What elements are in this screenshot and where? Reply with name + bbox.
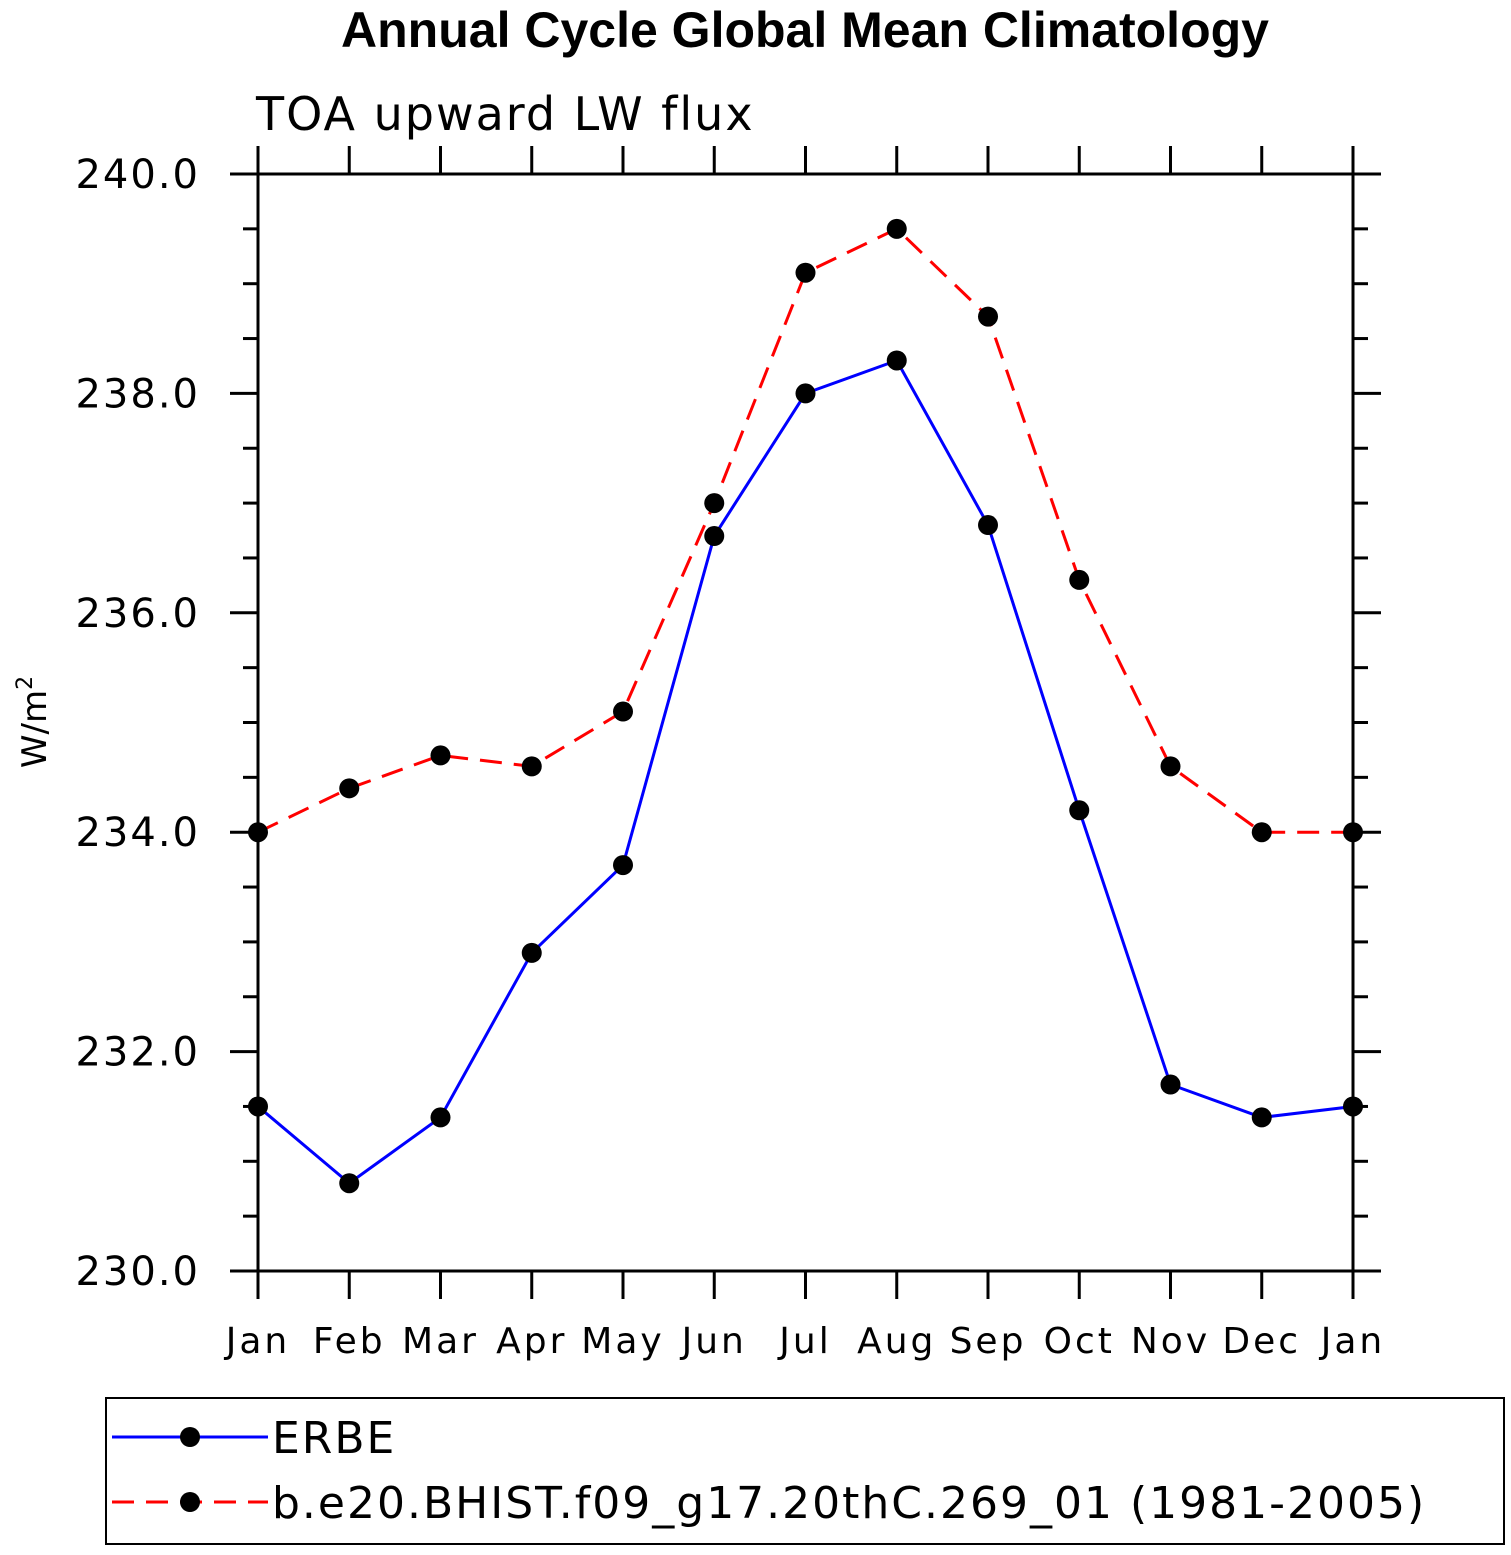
y-axis-label-superscript: 2 [13,676,38,690]
erbe-data-point [1343,1096,1363,1117]
model-data-point [1069,569,1090,590]
x-tick-label: Oct [1044,1321,1115,1362]
erbe-data-point [613,855,633,876]
x-tick-label: Jul [777,1321,831,1362]
model-data-point [795,262,816,283]
legend: ERBE b.e20.BHIST.f09_g17.20thC.269_01 (19… [105,1397,1505,1545]
erbe-data-point [1069,800,1090,821]
y-tick-label: 232.0 [75,1030,200,1076]
model-data-point [613,701,633,722]
y-tick-label: 236.0 [75,591,200,637]
y-tick-label: 238.0 [75,371,200,417]
erbe-data-point [248,1096,268,1117]
model-data-point [704,493,725,514]
model-data-point [978,306,998,327]
model-data-point [1343,822,1363,843]
y-tick-label: 240.0 [75,152,200,198]
legend-model-label: b.e20.BHIST.f09_g17.20thC.269_01 (1981-2… [272,1478,1426,1529]
model-data-point [248,822,268,843]
x-tick-label: Jan [1319,1321,1386,1362]
x-tick-label: Sep [950,1321,1027,1362]
legend-erbe-marker [180,1427,200,1447]
plot-area: 230.0 232.0 234.0 236.0 238.0 240.0 Jan Feb Mar A… [75,146,1386,1362]
erbe-data-point [704,526,725,547]
model-data-point [1251,822,1272,843]
erbe-data-point [886,350,907,371]
x-tick-label: May [581,1321,664,1362]
x-tick-label: Nov [1131,1321,1210,1362]
x-tick-label: Dec [1222,1321,1301,1362]
x-tick-label: Feb [313,1321,386,1362]
x-tick-label: Jun [680,1321,747,1362]
y-axis-label-unit: W/m [15,690,55,768]
erbe-data-point [521,942,542,963]
x-tick-label: Mar [402,1321,479,1362]
x-tick-label: Jan [224,1321,291,1362]
legend-box [105,1397,1505,1545]
erbe-data-point [430,1107,451,1128]
x-tick-label: Aug [857,1321,936,1362]
model-data-point [886,218,907,239]
model-data-point [521,756,542,777]
y-axis-label: W/m2 [13,676,55,768]
y-tick-label: 234.0 [75,810,200,856]
chart-subtitle: TOA upward LW flux [255,87,755,141]
legend-erbe-label: ERBE [272,1413,396,1464]
chart-title: Annual Cycle Global Mean Climatology [341,2,1269,58]
legend-model-marker [180,1492,200,1512]
y-tick-label: 230.0 [75,1249,200,1295]
erbe-data-point [978,515,998,536]
model-data-point [339,778,360,799]
model-data-point [430,745,451,766]
erbe-data-point [1251,1107,1272,1128]
model-data-point [1160,756,1181,777]
erbe-data-point [795,383,816,404]
x-tick-label: Apr [496,1321,567,1362]
erbe-data-point [1160,1074,1181,1095]
erbe-data-point [339,1173,360,1194]
